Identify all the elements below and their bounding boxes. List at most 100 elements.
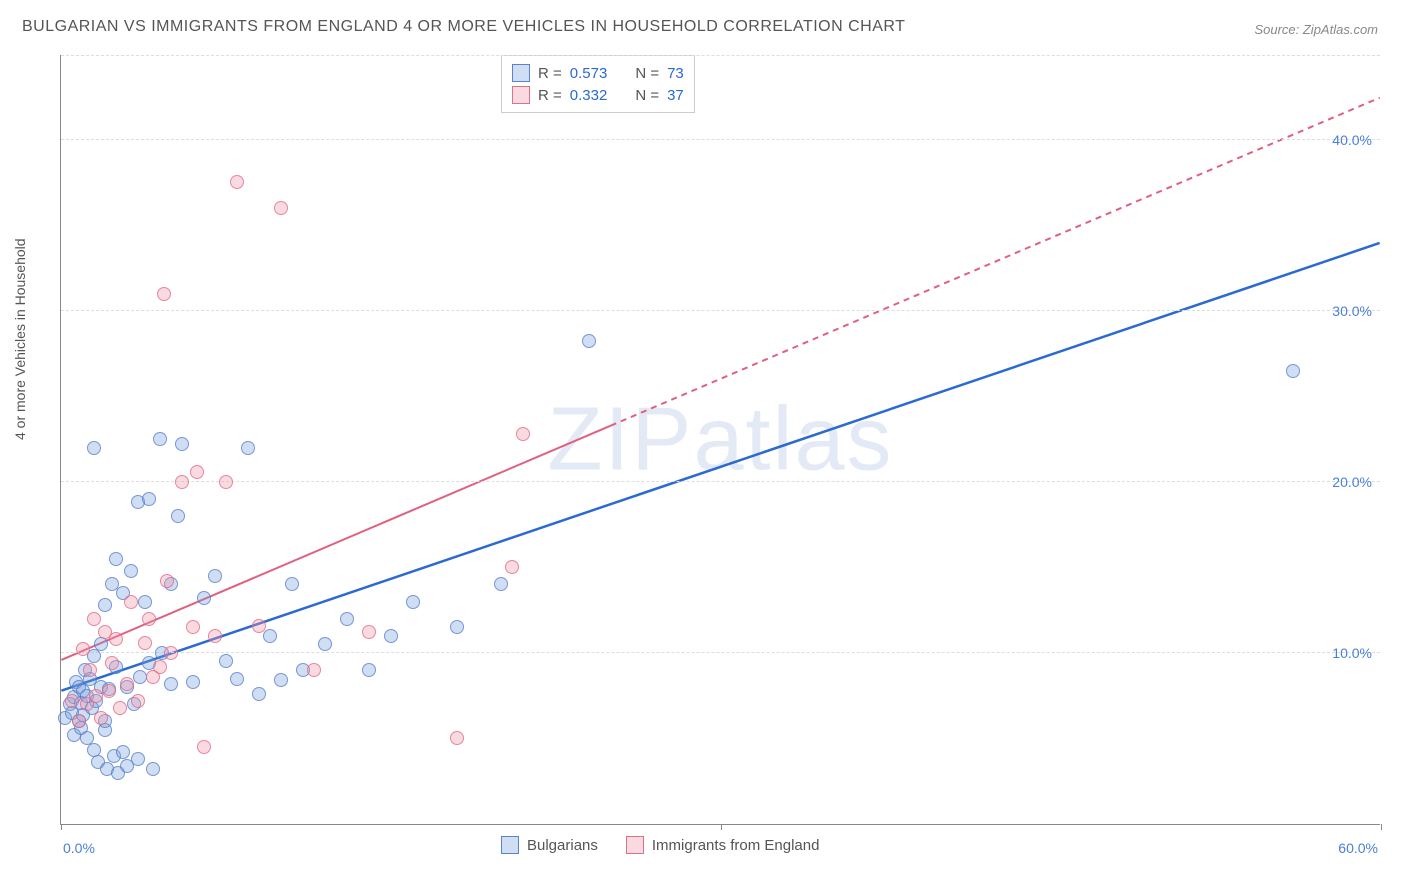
y-axis-label: 4 or more Vehicles in Household	[12, 238, 28, 440]
legend-item-bulgarians: Bulgarians	[501, 836, 598, 854]
scatter-point-england	[516, 427, 530, 441]
x-tick-label: 0.0%	[63, 840, 95, 856]
scatter-point-england	[83, 663, 97, 677]
scatter-point-england	[252, 619, 266, 633]
scatter-point-england	[105, 656, 119, 670]
scatter-point-england	[109, 632, 123, 646]
trendline-england-solid	[61, 426, 610, 660]
n-label: N =	[635, 87, 659, 104]
scatter-point-bulgarians	[186, 675, 200, 689]
scatter-point-bulgarians	[274, 673, 288, 687]
scatter-point-bulgarians	[94, 637, 108, 651]
n-value-bulgarians: 73	[667, 65, 684, 82]
scatter-point-england	[76, 642, 90, 656]
scatter-point-bulgarians	[340, 612, 354, 626]
x-tick	[721, 824, 722, 830]
scatter-point-bulgarians	[263, 629, 277, 643]
scatter-point-bulgarians	[153, 432, 167, 446]
x-tick	[1381, 824, 1382, 830]
y-tick-label: 10.0%	[1332, 645, 1372, 661]
trendline-england-dashed	[611, 98, 1380, 426]
scatter-point-bulgarians	[138, 595, 152, 609]
swatch-bulgarians-icon	[501, 836, 519, 854]
scatter-point-bulgarians	[241, 441, 255, 455]
stats-row-bulgarians: R = 0.573 N = 73	[512, 62, 684, 84]
bottom-legend: Bulgarians Immigrants from England	[501, 836, 819, 854]
scatter-point-bulgarians	[252, 687, 266, 701]
plot-area: ZIPatlas R = 0.573 N = 73 R = 0.332 N = …	[60, 55, 1380, 825]
scatter-point-bulgarians	[124, 564, 138, 578]
scatter-point-bulgarians	[582, 334, 596, 348]
scatter-point-bulgarians	[1286, 364, 1300, 378]
r-label: R =	[538, 87, 562, 104]
legend-label-bulgarians: Bulgarians	[527, 837, 598, 854]
scatter-point-bulgarians	[197, 591, 211, 605]
scatter-point-england	[124, 595, 138, 609]
scatter-point-bulgarians	[450, 620, 464, 634]
scatter-point-england	[87, 612, 101, 626]
scatter-point-england	[102, 684, 116, 698]
scatter-point-bulgarians	[109, 552, 123, 566]
scatter-point-bulgarians	[208, 569, 222, 583]
swatch-england-icon	[512, 86, 530, 104]
scatter-point-bulgarians	[142, 492, 156, 506]
scatter-point-england	[138, 636, 152, 650]
scatter-point-bulgarians	[230, 672, 244, 686]
chart-title: BULGARIAN VS IMMIGRANTS FROM ENGLAND 4 O…	[22, 18, 905, 36]
y-tick-label: 20.0%	[1332, 474, 1372, 490]
stats-row-england: R = 0.332 N = 37	[512, 84, 684, 106]
scatter-point-england	[505, 560, 519, 574]
scatter-point-bulgarians	[133, 670, 147, 684]
scatter-point-bulgarians	[146, 762, 160, 776]
scatter-point-bulgarians	[318, 637, 332, 651]
x-tick	[61, 824, 62, 830]
r-value-england: 0.332	[570, 87, 608, 104]
x-tick-label: 60.0%	[1338, 840, 1378, 856]
scatter-point-bulgarians	[285, 577, 299, 591]
scatter-point-bulgarians	[219, 654, 233, 668]
scatter-point-england	[186, 620, 200, 634]
n-label: N =	[635, 65, 659, 82]
scatter-point-england	[230, 175, 244, 189]
scatter-point-england	[274, 201, 288, 215]
gridline	[61, 55, 1380, 56]
scatter-point-england	[120, 677, 134, 691]
scatter-point-england	[160, 574, 174, 588]
scatter-point-bulgarians	[171, 509, 185, 523]
scatter-point-england	[219, 475, 233, 489]
scatter-point-england	[197, 740, 211, 754]
scatter-point-england	[307, 663, 321, 677]
legend-item-england: Immigrants from England	[626, 836, 820, 854]
scatter-point-bulgarians	[406, 595, 420, 609]
stats-legend: R = 0.573 N = 73 R = 0.332 N = 37	[501, 55, 695, 113]
scatter-point-england	[157, 287, 171, 301]
trend-lines-layer	[61, 55, 1380, 824]
scatter-point-england	[208, 629, 222, 643]
scatter-point-england	[153, 660, 167, 674]
scatter-point-england	[190, 465, 204, 479]
scatter-point-bulgarians	[175, 437, 189, 451]
scatter-point-england	[131, 694, 145, 708]
scatter-point-england	[362, 625, 376, 639]
y-tick-label: 40.0%	[1332, 132, 1372, 148]
scatter-point-bulgarians	[131, 752, 145, 766]
gridline	[61, 481, 1380, 482]
gridline	[61, 310, 1380, 311]
scatter-point-bulgarians	[362, 663, 376, 677]
r-value-bulgarians: 0.573	[570, 65, 608, 82]
scatter-point-bulgarians	[98, 598, 112, 612]
gridline	[61, 139, 1380, 140]
n-value-england: 37	[667, 87, 684, 104]
y-tick-label: 30.0%	[1332, 303, 1372, 319]
source-label: Source: ZipAtlas.com	[1254, 22, 1378, 37]
scatter-point-england	[113, 701, 127, 715]
scatter-point-england	[94, 711, 108, 725]
scatter-point-england	[72, 714, 86, 728]
scatter-point-bulgarians	[87, 441, 101, 455]
scatter-point-bulgarians	[164, 677, 178, 691]
scatter-point-england	[450, 731, 464, 745]
scatter-point-england	[164, 646, 178, 660]
swatch-bulgarians-icon	[512, 64, 530, 82]
scatter-point-england	[175, 475, 189, 489]
scatter-point-bulgarians	[116, 745, 130, 759]
